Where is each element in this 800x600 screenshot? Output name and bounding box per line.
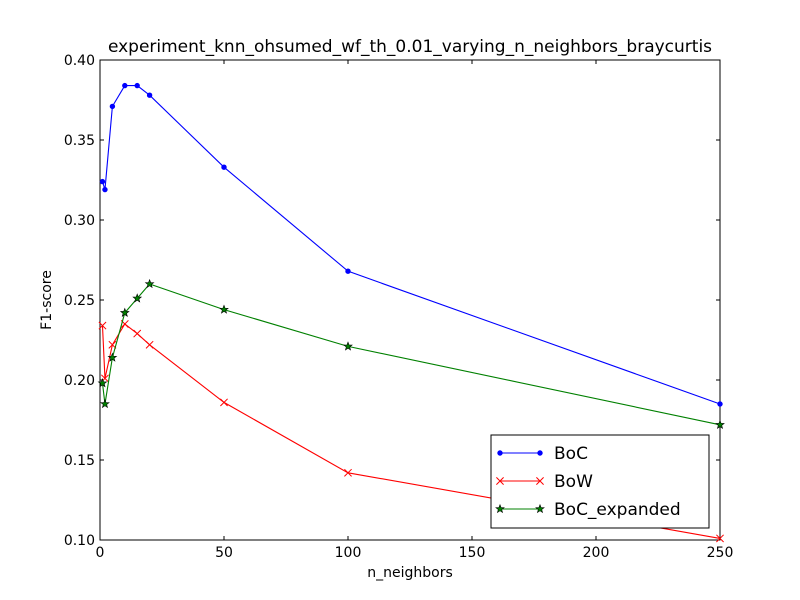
data-point-bow [344,468,352,477]
data-point-boc-expanded [107,352,118,362]
y-tick-label: 0.30 [64,213,95,229]
y-tick-label: 0.20 [64,373,95,389]
data-point-boc [146,92,153,98]
data-point-boc-expanded [343,341,353,351]
series-bow [98,320,724,543]
data-point-boc [109,103,116,110]
series-boc [99,82,723,407]
data-point-boc-expanded [219,304,229,314]
x-tick-label: 0 [96,545,105,561]
y-tick-label: 0.40 [64,53,95,69]
x-tick-label: 100 [335,545,362,561]
y-tick-label: 0.15 [64,453,95,469]
data-point-boc-expanded [97,378,108,388]
data-point-boc [717,401,723,407]
y-tick-label: 0.35 [64,133,95,149]
data-point-boc [134,82,140,89]
data-point-bow [98,321,107,330]
data-point-boc-expanded [715,419,725,429]
legend-label-bow: BoW [554,472,593,492]
data-point-bow [716,534,724,543]
legend-marker-bow [536,477,544,485]
y-tick-label: 0.10 [64,533,95,549]
data-point-boc [221,164,227,170]
legend-entry-boc-expanded: BoC_expanded [495,500,681,520]
chart-title: experiment_knn_ohsumed_wf_th_0.01_varyin… [108,37,712,57]
legend-marker-bow [496,477,504,485]
data-point-boc [345,268,351,274]
legend-marker-boc [497,450,503,456]
data-point-boc-expanded [144,278,155,289]
data-point-bow [133,329,142,338]
x-tick-label: 50 [215,545,233,561]
y-axis: 0.10 0.15 0.20 0.25 0.30 0.35 0.40 [64,53,720,549]
data-point-boc [99,178,106,185]
legend-marker-boc-expanded [495,503,505,514]
data-point-boc-expanded [100,398,110,409]
series-boc-expanded [97,278,725,429]
data-point-boc [122,82,128,89]
x-tick-label: 150 [459,545,486,561]
x-tick-label: 250 [707,545,734,561]
data-point-boc [102,186,108,193]
series-layer [97,82,725,543]
x-axis-label: n_neighbors [367,565,453,581]
data-point-bow [145,340,154,349]
x-axis: 0 50 100 150 200 250 [96,60,734,561]
x-tick-label: 200 [583,545,610,561]
legend: BoC BoW BoC_expanded [490,434,710,529]
legend-entry-boc: BoC [497,444,588,464]
legend-label-boc: BoC [554,444,588,464]
y-tick-label: 0.25 [64,293,95,309]
data-point-bow [220,398,228,407]
y-axis-label: F1-score [39,270,55,330]
legend-label-boc-expanded: BoC_expanded [554,500,681,520]
legend-marker-boc-expanded [535,503,545,514]
data-point-boc-expanded [132,293,143,303]
legend-entry-bow: BoW [496,472,593,492]
legend-marker-boc [537,450,543,456]
data-point-boc-expanded [119,307,130,317]
